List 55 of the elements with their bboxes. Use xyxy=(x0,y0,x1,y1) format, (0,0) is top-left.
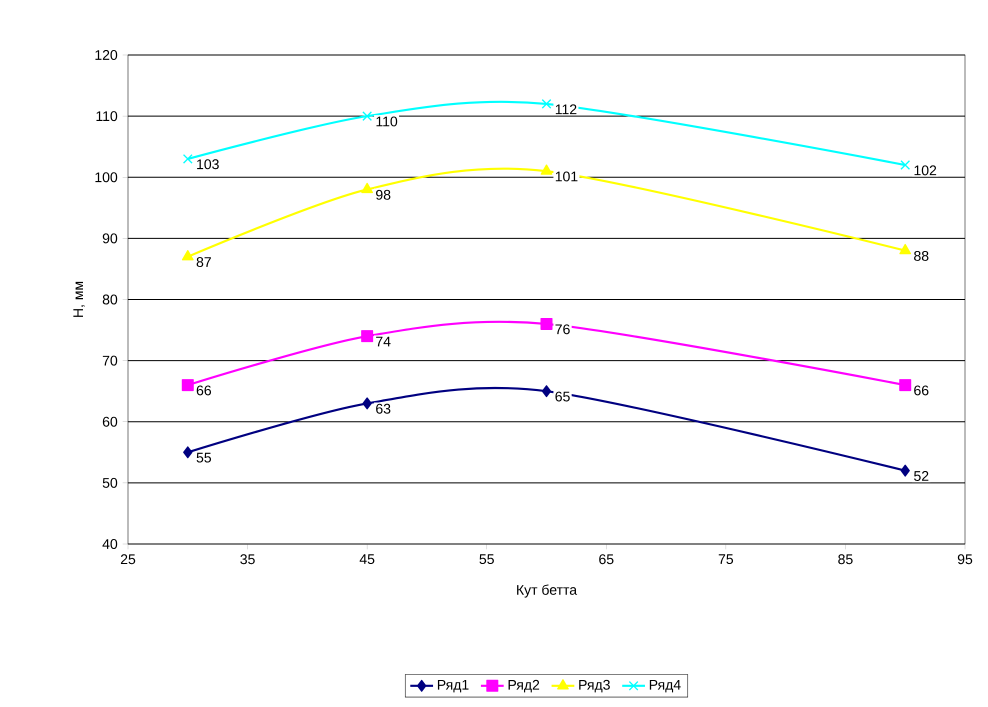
y-tick-label: 100 xyxy=(95,172,118,182)
legend-label: Ряд3 xyxy=(579,680,610,692)
y-tick-label: 60 xyxy=(102,416,118,427)
point xyxy=(542,385,552,398)
data-label: 52 xyxy=(914,471,928,481)
point xyxy=(361,182,374,194)
point xyxy=(540,318,553,330)
point xyxy=(542,98,552,109)
data-label: 65 xyxy=(555,392,570,402)
y-tick-label: 40 xyxy=(102,539,118,549)
data-label: 102 xyxy=(914,165,936,176)
data-label: 101 xyxy=(556,172,578,182)
x-tick-label: 75 xyxy=(718,554,734,564)
x-tick-label: 45 xyxy=(360,554,374,564)
data-label: 66 xyxy=(914,385,928,396)
data-label: 63 xyxy=(376,404,390,414)
y-tick-label: 70 xyxy=(102,356,118,366)
point xyxy=(900,464,910,477)
y-tick-label: 80 xyxy=(102,294,118,304)
point xyxy=(182,379,194,392)
legend-label: Ряд2 xyxy=(508,680,540,692)
point xyxy=(182,154,193,164)
data-label: 98 xyxy=(376,190,390,200)
x-tick-label: 65 xyxy=(599,554,614,564)
y-tick-label: 120 xyxy=(95,50,118,60)
data-label: 103 xyxy=(197,159,219,170)
x-tick-label: 35 xyxy=(240,554,255,564)
x-tick-label: 95 xyxy=(958,554,972,564)
legend-label: Ряд1 xyxy=(438,680,468,692)
data-label: 55 xyxy=(196,452,212,463)
point xyxy=(899,379,912,392)
point xyxy=(182,250,194,260)
data-label: 87 xyxy=(196,257,211,268)
data-label: 74 xyxy=(376,336,391,346)
point xyxy=(183,446,192,458)
x-tick-label: 85 xyxy=(838,554,853,564)
data-label: 76 xyxy=(555,324,570,334)
x-tick-label: 55 xyxy=(479,554,494,564)
y-tick-label: 90 xyxy=(102,233,118,244)
point xyxy=(899,244,912,254)
legend-label: Ряд4 xyxy=(650,680,681,692)
point xyxy=(362,397,372,410)
point xyxy=(362,111,372,122)
y-axis-title: Н, мм xyxy=(73,282,85,317)
data-label: 88 xyxy=(914,250,928,261)
x-axis-title: Кут бетта xyxy=(517,584,578,598)
y-tick-label: 110 xyxy=(96,111,118,122)
data-label: 66 xyxy=(196,385,212,396)
data-label: 110 xyxy=(376,116,398,126)
y-tick-label: 50 xyxy=(102,478,118,488)
point xyxy=(900,160,910,170)
x-tick-label: 25 xyxy=(120,554,136,564)
data-label: 112 xyxy=(556,104,576,114)
point xyxy=(540,164,552,175)
point xyxy=(361,330,374,342)
